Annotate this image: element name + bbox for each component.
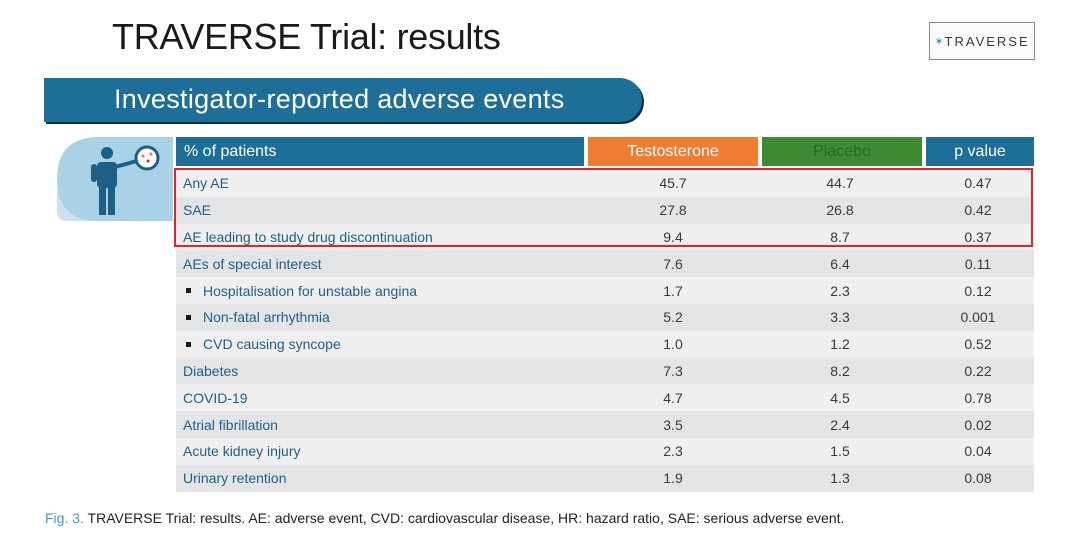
header-placebo: Placebo	[762, 137, 922, 166]
testosterone-value: 1.9	[663, 470, 683, 487]
person-magnifier-icon	[57, 137, 173, 221]
p-value: 0.47	[964, 175, 992, 192]
table-row: Any AE 45.7 44.7 0.47	[176, 170, 1034, 197]
table-body: Any AE 45.7 44.7 0.47 SAE 27.8 26.8 0.42…	[176, 170, 1034, 492]
p-value: 0.37	[964, 228, 992, 245]
testosterone-value: 4.7	[663, 389, 683, 406]
row-label: Urinary retention	[183, 470, 287, 487]
row-label: SAE	[183, 202, 212, 219]
p-value: 0.04	[964, 443, 992, 460]
table-row: Diabetes 7.3 8.2 0.22	[176, 357, 1034, 385]
row-label: COVID-19	[183, 389, 248, 406]
table-row: Urinary retention 1.9 1.3 0.08	[176, 464, 1034, 492]
table-header: % of patients Testosterone Placebo p val…	[176, 137, 1034, 166]
testosterone-value: 2.3	[663, 443, 683, 460]
placebo-value: 8.2	[830, 362, 850, 379]
placebo-value: 1.5	[830, 443, 850, 460]
page-title: TRAVERSE Trial: results	[112, 16, 501, 57]
table-row: AE leading to study drug discontinuation…	[176, 223, 1034, 251]
p-value: 0.08	[964, 470, 992, 487]
p-value: 0.22	[964, 362, 992, 379]
figure-label: Fig. 3.	[45, 510, 84, 526]
caption-text: TRAVERSE Trial: results. AE: adverse eve…	[83, 510, 845, 526]
p-value: 0.42	[964, 202, 992, 219]
testosterone-value: 7.6	[663, 255, 683, 272]
table-row: COVID-19 4.7 4.5 0.78	[176, 384, 1034, 412]
testosterone-value: 9.4	[663, 228, 683, 245]
row-label: AE leading to study drug discontinuation	[183, 228, 433, 245]
p-value: 0.52	[964, 336, 992, 353]
figure-caption: Fig. 3. TRAVERSE Trial: results. AE: adv…	[45, 510, 844, 526]
header-testosterone: Testosterone	[588, 137, 758, 166]
table-row: Atrial fibrillation 3.5 2.4 0.02	[176, 411, 1034, 438]
row-label: AEs of special interest	[183, 255, 322, 272]
placebo-value: 2.3	[830, 282, 850, 299]
row-label: Acute kidney injury	[183, 443, 301, 460]
testosterone-value: 3.5	[663, 416, 683, 433]
row-label: Any AE	[183, 175, 229, 192]
logo-text: TRAVERSE	[944, 33, 1030, 49]
p-value: 0.78	[964, 389, 992, 406]
table-row: SAE 27.8 26.8 0.42	[176, 196, 1034, 224]
table-row: Acute kidney injury 2.3 1.5 0.04	[176, 437, 1034, 465]
row-label: Diabetes	[183, 362, 239, 379]
testosterone-value: 45.7	[659, 175, 687, 192]
table-row: CVD causing syncope 1.0 1.2 0.52	[176, 330, 1034, 358]
p-value: 0.11	[964, 255, 992, 272]
section-banner: Investigator-reported adverse events	[44, 78, 642, 122]
placebo-value: 44.7	[826, 175, 854, 192]
row-label: Hospitalisation for unstable angina	[176, 283, 588, 299]
table-row: AEs of special interest 7.6 6.4 0.11	[176, 250, 1034, 278]
testosterone-value: 27.8	[659, 202, 687, 219]
placebo-value: 4.5	[830, 389, 850, 406]
banner-title: Investigator-reported adverse events	[114, 84, 565, 114]
testosterone-value: 5.2	[663, 309, 683, 326]
p-value: 0.001	[960, 309, 996, 326]
testosterone-value: 1.0	[663, 336, 683, 353]
placebo-value: 1.2	[830, 336, 850, 353]
adverse-events-table: % of patients Testosterone Placebo p val…	[176, 137, 1034, 492]
testosterone-value: 1.7	[663, 282, 683, 299]
row-label: Non-fatal arrhythmia	[176, 309, 588, 325]
table-row: Non-fatal arrhythmia 5.2 3.3 0.001	[176, 303, 1034, 331]
table-row: Hospitalisation for unstable angina 1.7 …	[176, 277, 1034, 304]
p-value: 0.12	[964, 282, 992, 299]
placebo-value: 1.3	[830, 470, 850, 487]
row-label: CVD causing syncope	[176, 336, 588, 352]
row-label: Atrial fibrillation	[183, 416, 278, 433]
placebo-value: 26.8	[826, 202, 854, 219]
placebo-value: 2.4	[830, 416, 850, 433]
header-pvalue: p value	[926, 137, 1034, 166]
placebo-value: 6.4	[830, 255, 850, 272]
header-label: % of patients	[176, 137, 584, 166]
placebo-value: 8.7	[830, 228, 850, 245]
traverse-logo: ✶ TRAVERSE	[929, 22, 1035, 60]
placebo-value: 3.3	[830, 309, 850, 326]
traverse-logo-icon: ✶	[934, 35, 944, 48]
p-value: 0.02	[964, 416, 992, 433]
testosterone-value: 7.3	[663, 362, 683, 379]
